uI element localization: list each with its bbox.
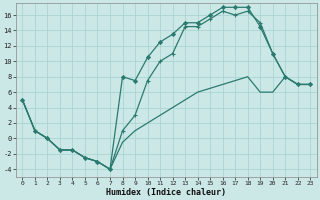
X-axis label: Humidex (Indice chaleur): Humidex (Indice chaleur) — [106, 188, 226, 197]
